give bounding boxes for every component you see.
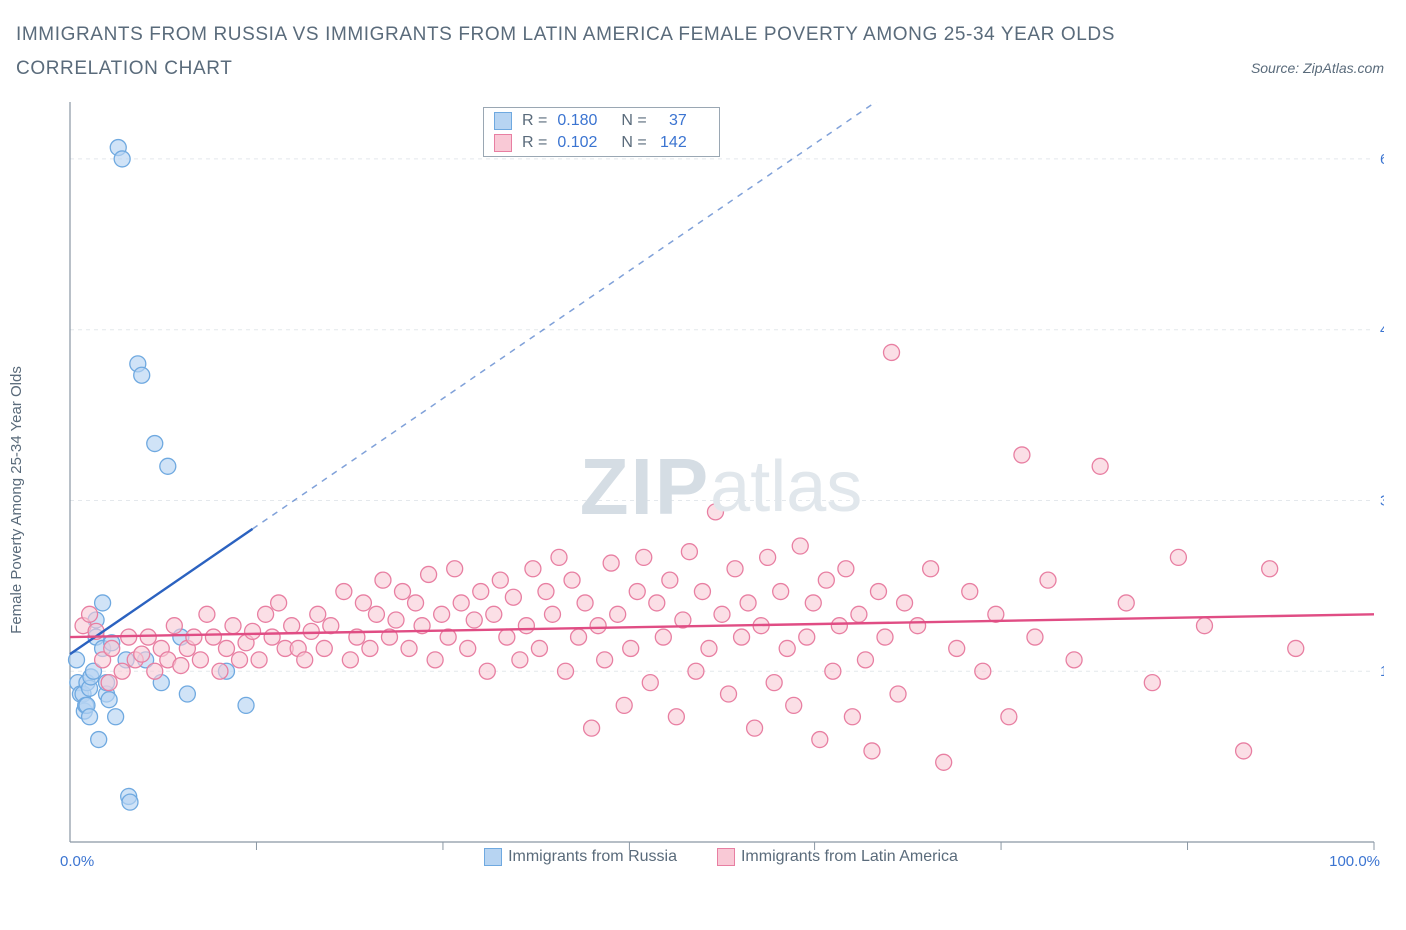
correlation-legend: R = 0.180 N = 37 R = 0.102 N = 142 xyxy=(483,107,720,157)
scatter-plot-svg: 15.0% 30.0% 45.0% 60.0% xyxy=(58,102,1384,872)
legend-series-item: Immigrants from Latin America xyxy=(717,848,958,866)
source-attribution: Source: ZipAtlas.com xyxy=(1251,60,1384,76)
legend-n-label: N = xyxy=(621,134,646,152)
chart-title: IMMIGRANTS FROM RUSSIA VS IMMIGRANTS FRO… xyxy=(16,18,1136,86)
legend-r-value: 0.180 xyxy=(557,112,597,130)
svg-text:15.0%: 15.0% xyxy=(1380,663,1384,680)
x-axis-min-label: 0.0% xyxy=(60,853,94,870)
x-axis-max-label: 100.0% xyxy=(1329,853,1380,870)
legend-series-label: Immigrants from Russia xyxy=(508,848,677,866)
legend-swatch xyxy=(494,112,512,130)
legend-r-label: R = xyxy=(522,112,547,130)
legend-series-item: Immigrants from Russia xyxy=(484,848,677,866)
svg-text:30.0%: 30.0% xyxy=(1380,492,1384,509)
chart-area: 15.0%30.0%45.0%60.0% ZIPatlas R =0.180N … xyxy=(58,102,1384,872)
legend-swatch xyxy=(484,848,502,866)
legend-series-label: Immigrants from Latin America xyxy=(741,848,958,866)
svg-text:60.0%: 60.0% xyxy=(1380,151,1384,168)
y-axis-label: Female Poverty Among 25-34 Year Olds xyxy=(8,290,25,710)
legend-stat-row: R = 0.180 N = 37 xyxy=(494,110,701,132)
legend-swatch xyxy=(717,848,735,866)
legend-n-value: 142 xyxy=(657,134,687,152)
series-legend: Immigrants from Russia Immigrants from La… xyxy=(58,848,1384,866)
legend-n-label: N = xyxy=(621,112,646,130)
legend-stat-row: R = 0.102 N = 142 xyxy=(494,132,701,154)
legend-swatch xyxy=(494,134,512,152)
legend-r-label: R = xyxy=(522,134,547,152)
legend-n-value: 37 xyxy=(657,112,687,130)
legend-r-value: 0.102 xyxy=(557,134,597,152)
svg-text:45.0%: 45.0% xyxy=(1380,322,1384,339)
